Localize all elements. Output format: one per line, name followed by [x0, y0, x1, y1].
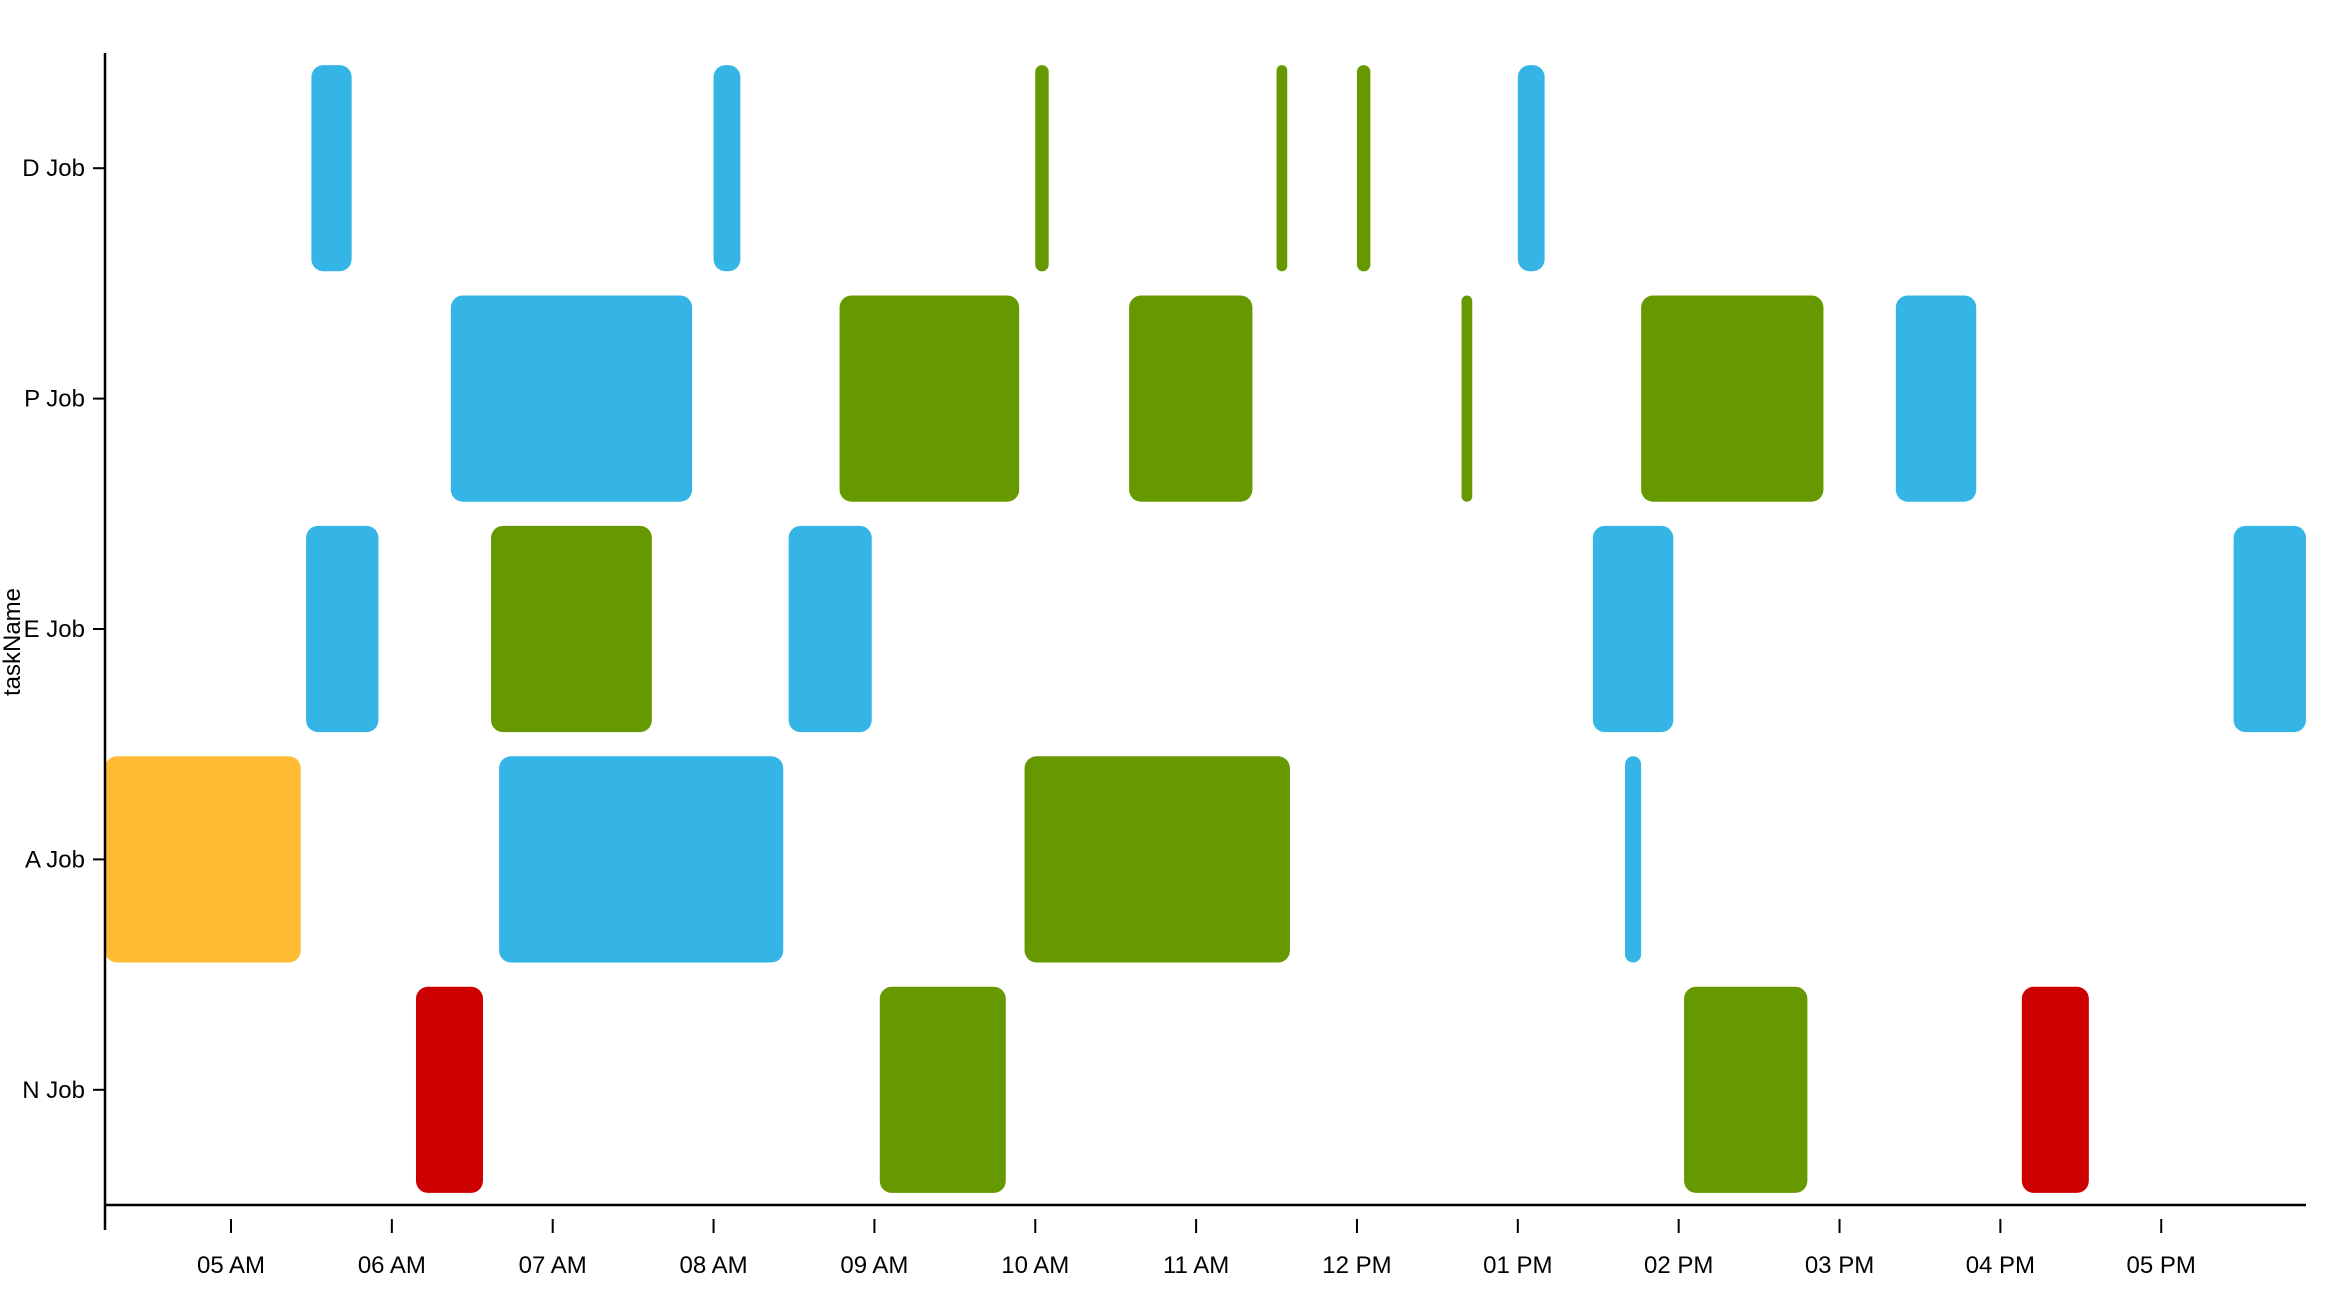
task-bar-d-job[interactable] — [713, 65, 741, 272]
x-tick-label: 05 AM — [197, 1252, 265, 1279]
y-tick-label: A Job — [25, 846, 85, 873]
task-bar-n-job[interactable] — [1684, 986, 1808, 1193]
x-tick-label: 06 AM — [358, 1252, 426, 1279]
y-tick-label: P Job — [24, 386, 85, 413]
task-bar-d-job[interactable] — [1035, 65, 1049, 272]
task-bar-d-job[interactable] — [1517, 65, 1545, 272]
task-bar-d-job[interactable] — [1356, 65, 1371, 272]
x-tick-label: 10 AM — [1001, 1252, 1069, 1279]
task-bar-p-job[interactable] — [1641, 295, 1824, 502]
task-bar-n-job[interactable] — [879, 986, 1006, 1193]
task-bar-p-job[interactable] — [1129, 295, 1253, 502]
task-bar-p-job[interactable] — [839, 295, 1020, 502]
task-bars — [105, 65, 2306, 1193]
task-bar-a-job[interactable] — [1024, 756, 1290, 963]
task-bar-a-job[interactable] — [1625, 756, 1642, 963]
x-tick-label: 12 PM — [1322, 1252, 1391, 1279]
x-tick-label: 05 PM — [2127, 1252, 2196, 1279]
x-tick-label: 03 PM — [1805, 1252, 1874, 1279]
task-bar-p-job[interactable] — [450, 295, 693, 502]
y-tick-label: D Job — [22, 155, 85, 182]
y-axis: D Job P Job E Job A Job N Job — [22, 53, 107, 1230]
y-tick-label: E Job — [24, 616, 85, 643]
task-bar-d-job[interactable] — [311, 65, 352, 272]
task-bar-a-job[interactable] — [105, 756, 301, 963]
y-tick-label: N Job — [22, 1077, 85, 1104]
task-bar-e-job[interactable] — [788, 525, 872, 733]
y-axis-title: taskName — [0, 588, 26, 696]
x-tick-label: 04 PM — [1966, 1252, 2035, 1279]
task-bar-n-job[interactable] — [415, 986, 484, 1193]
task-bar-e-job[interactable] — [491, 525, 652, 733]
x-axis: 05 AM 06 AM 07 AM 08 AM 09 AM 10 AM 11 AM 12 PM… — [105, 1203, 2306, 1279]
task-bar-e-job[interactable] — [2233, 525, 2306, 733]
x-tick-label: 11 AM — [1163, 1252, 1229, 1279]
task-bar-a-job[interactable] — [499, 756, 784, 963]
x-tick-label: 07 AM — [519, 1252, 587, 1279]
x-tick-label: 02 PM — [1644, 1252, 1713, 1279]
x-tick-label: 08 AM — [680, 1252, 748, 1279]
task-bar-p-job[interactable] — [1461, 295, 1473, 502]
task-bar-n-job[interactable] — [2021, 986, 2089, 1193]
task-bar-e-job[interactable] — [306, 525, 379, 733]
x-tick-label: 01 PM — [1483, 1252, 1552, 1279]
task-bar-d-job[interactable] — [1276, 65, 1288, 272]
task-bar-p-job[interactable] — [1895, 295, 1977, 502]
task-bar-e-job[interactable] — [1592, 525, 1674, 733]
x-tick-label: 09 AM — [840, 1252, 908, 1279]
